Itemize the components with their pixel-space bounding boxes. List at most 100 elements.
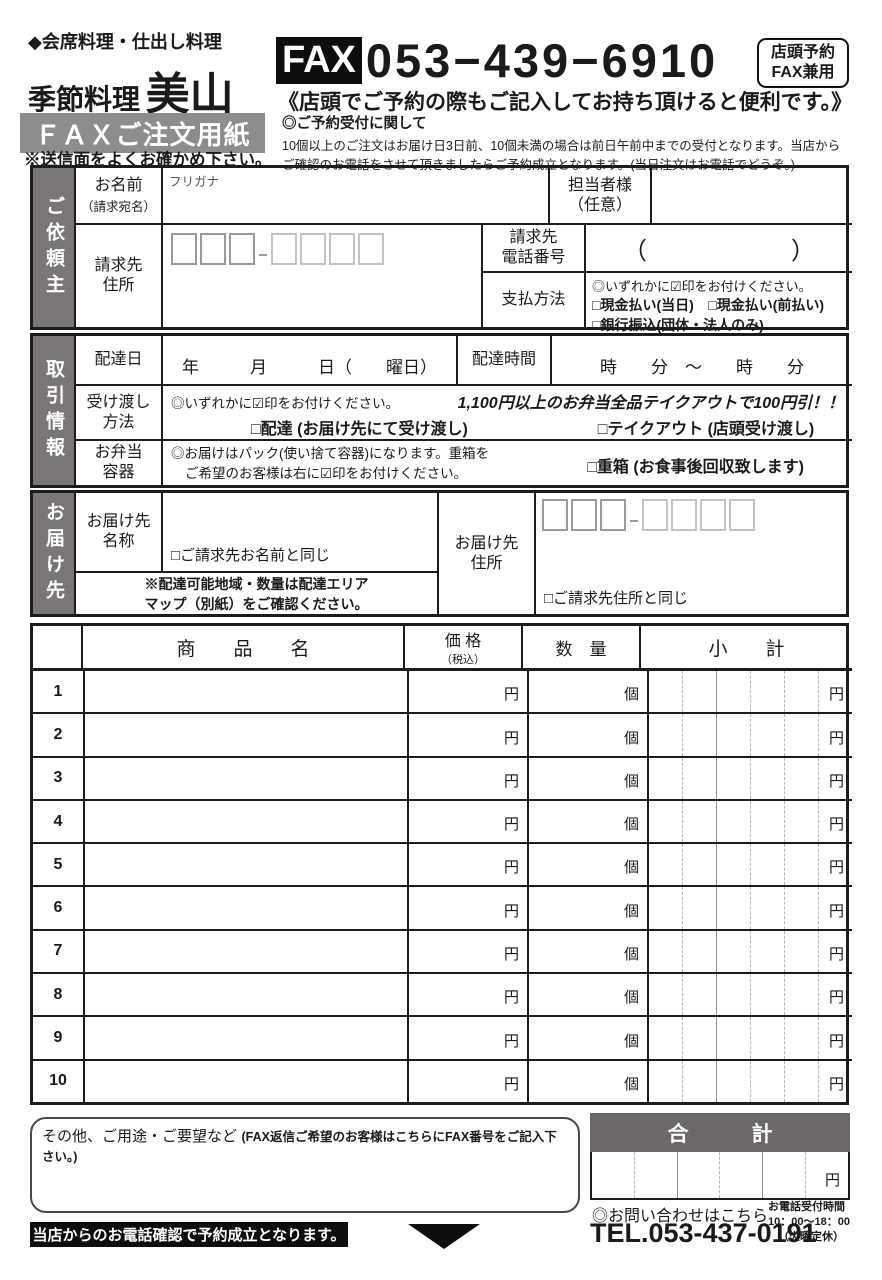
subtotal-unit: 円 [828, 946, 844, 964]
delivery-date-input-cell[interactable]: 年 月 日（ 曜日） [163, 336, 458, 386]
order-header-product: 商 品 名 [83, 626, 405, 671]
price-unit: 円 [503, 729, 519, 747]
price-input-cell[interactable]: 円 [409, 671, 529, 713]
price-input-cell[interactable]: 円 [409, 930, 529, 973]
subtotal-input-cell[interactable]: 円 [649, 887, 852, 929]
phone-hours: お電話受付時間 10：00～18：00 （火曜定休） [768, 1201, 850, 1243]
payment-method-label: 支払方法 [483, 273, 586, 327]
reservation-note: ◎ご予約受付に関して 10個以上のご注文はお届け日3日前、10個未満の場合は前日… [282, 112, 878, 173]
subtotal-unit: 円 [828, 902, 844, 920]
payment-option-bank-transfer[interactable]: □銀行振込(団体・法人のみ) [592, 317, 764, 333]
subtotal-unit: 円 [828, 686, 844, 704]
product-name-input-cell[interactable] [85, 714, 409, 756]
subtotal-unit: 円 [828, 1075, 844, 1093]
price-input-cell[interactable]: 円 [409, 1017, 529, 1059]
reservation-note-title: ◎ご予約受付に関して [282, 116, 427, 132]
contact-person-input-cell[interactable] [652, 168, 852, 225]
qty-input-cell[interactable]: 個 [529, 671, 649, 713]
subtotal-input-cell[interactable]: 円 [649, 714, 852, 756]
product-name-input-cell[interactable] [85, 671, 409, 713]
store-reservation-badge: 店頭予約 FAX兼用 [757, 38, 849, 88]
subtotal-input-cell[interactable]: 円 [649, 974, 852, 1016]
same-as-billing-name-checkbox[interactable]: □ご請求先お名前と同じ [171, 547, 331, 564]
subtotal-unit: 円 [828, 729, 844, 747]
form-title: ＦＡＸご注文用紙 [20, 113, 265, 153]
handover-option-delivery[interactable]: □配達 (お届け先にて受け渡し) [251, 421, 468, 438]
qty-input-cell[interactable]: 個 [529, 714, 649, 756]
destination-address-input-cell[interactable]: □ご請求先住所と同じ [536, 493, 852, 614]
subtotal-input-cell[interactable]: 円 [649, 1017, 852, 1059]
product-name-input-cell[interactable] [85, 930, 409, 973]
billing-phone-input-cell[interactable]: （ ） [586, 225, 852, 273]
product-name-input-cell[interactable] [85, 1017, 409, 1059]
delivery-time-label: 配達時間 [458, 336, 552, 386]
subtotal-digit-guides [649, 800, 852, 843]
delivery-date-label: 配達日 [76, 336, 163, 386]
product-name-input-cell[interactable] [85, 844, 409, 886]
qty-input-cell[interactable]: 個 [529, 887, 649, 929]
price-unit: 円 [503, 1075, 519, 1093]
qty-input-cell[interactable]: 個 [529, 1017, 649, 1059]
header-subtitle: 《店頭でご予約の際もご記入してお持ち頂けると便利です。》 [278, 91, 853, 114]
price-input-cell[interactable]: 円 [409, 757, 529, 799]
subtotal-unit: 円 [828, 816, 844, 834]
container-option-jubako[interactable]: □重箱 (お食事後回収致します) [587, 458, 804, 476]
subtotal-digit-guides [649, 714, 852, 756]
postal-code-boxes[interactable] [171, 233, 481, 270]
order-row-number: 9 [33, 1017, 85, 1059]
qty-input-cell[interactable]: 個 [529, 930, 649, 973]
qty-input-cell[interactable]: 個 [529, 800, 649, 843]
price-unit: 円 [503, 859, 519, 877]
bento-container-label: お弁当 容器 [76, 441, 163, 485]
subtotal-input-cell[interactable]: 円 [649, 800, 852, 843]
subtotal-input-cell[interactable]: 円 [649, 757, 852, 799]
logo-title: 季節料理 美山 [28, 69, 234, 120]
payment-option-cash-advance[interactable]: □現金払い(前払い) [708, 297, 825, 313]
price-input-cell[interactable]: 円 [409, 800, 529, 843]
tel-number: TEL.053-437-0191 [590, 1218, 817, 1248]
subtotal-digit-guides [649, 887, 852, 929]
destination-name-label: お届け先 名称 [76, 493, 163, 573]
product-name-input-cell[interactable] [85, 800, 409, 843]
qty-unit: 個 [623, 1032, 639, 1050]
product-name-input-cell[interactable] [85, 757, 409, 799]
payment-option-cash-day[interactable]: □現金払い(当日) [592, 297, 694, 313]
price-input-cell[interactable]: 円 [409, 714, 529, 756]
price-input-cell[interactable]: 円 [409, 974, 529, 1016]
remarks-box[interactable]: その他、ご用途・ご要望など (FAX返信ご希望のお客様はこちらにFAX番号をご記… [30, 1117, 580, 1213]
order-row: 2 円 個 円 [33, 714, 852, 758]
qty-input-cell[interactable]: 個 [529, 1060, 649, 1102]
delivery-time-input-cell[interactable]: 時 分 ～ 時 分 [552, 336, 852, 386]
subtotal-input-cell[interactable]: 円 [649, 844, 852, 886]
destination-name-input-cell[interactable]: □ご請求先お名前と同じ [163, 493, 439, 573]
total-input-cell[interactable]: 円 [590, 1152, 850, 1200]
qty-input-cell[interactable]: 個 [529, 974, 649, 1016]
product-name-input-cell[interactable] [85, 1060, 409, 1102]
order-row-number: 7 [33, 930, 85, 973]
handover-option-takeout[interactable]: □テイクアウト (店頭受け渡し) [597, 421, 815, 438]
price-input-cell[interactable]: 円 [409, 1060, 529, 1102]
qty-input-cell[interactable]: 個 [529, 757, 649, 799]
contact-person-label: 担当者様 （任意） [550, 168, 652, 225]
product-name-input-cell[interactable] [85, 887, 409, 929]
subtotal-input-cell[interactable]: 円 [649, 1060, 852, 1102]
client-section: ご依頼主 お名前 （請求宛名） フリガナ 担当者様 （任意） 請求先 住所 請求… [30, 165, 852, 333]
destination-postal-code-boxes[interactable] [542, 499, 852, 536]
qty-input-cell[interactable]: 個 [529, 844, 649, 886]
furigana-hint: フリガナ [169, 175, 220, 189]
subtotal-input-cell[interactable]: 円 [649, 671, 852, 713]
name-input-cell[interactable]: フリガナ [163, 168, 550, 225]
price-input-cell[interactable]: 円 [409, 887, 529, 929]
logo-subtitle: ◆会席料理・仕出し料理 [28, 32, 222, 53]
billing-address-input-cell[interactable] [163, 225, 483, 327]
order-row: 9 円 個 円 [33, 1017, 852, 1061]
same-as-billing-address-checkbox[interactable]: □ご請求先住所と同じ [544, 590, 689, 607]
price-input-cell[interactable]: 円 [409, 844, 529, 886]
billing-phone-label: 請求先 電話番号 [483, 225, 586, 273]
price-unit: 円 [503, 816, 519, 834]
subtotal-input-cell[interactable]: 円 [649, 930, 852, 973]
delivery-section-side-label: お届け先 [33, 493, 76, 614]
subtotal-unit: 円 [828, 1032, 844, 1050]
product-name-input-cell[interactable] [85, 974, 409, 1016]
container-note-line2: ご希望のお客様は右に☑印をお付けください。 [185, 466, 468, 482]
